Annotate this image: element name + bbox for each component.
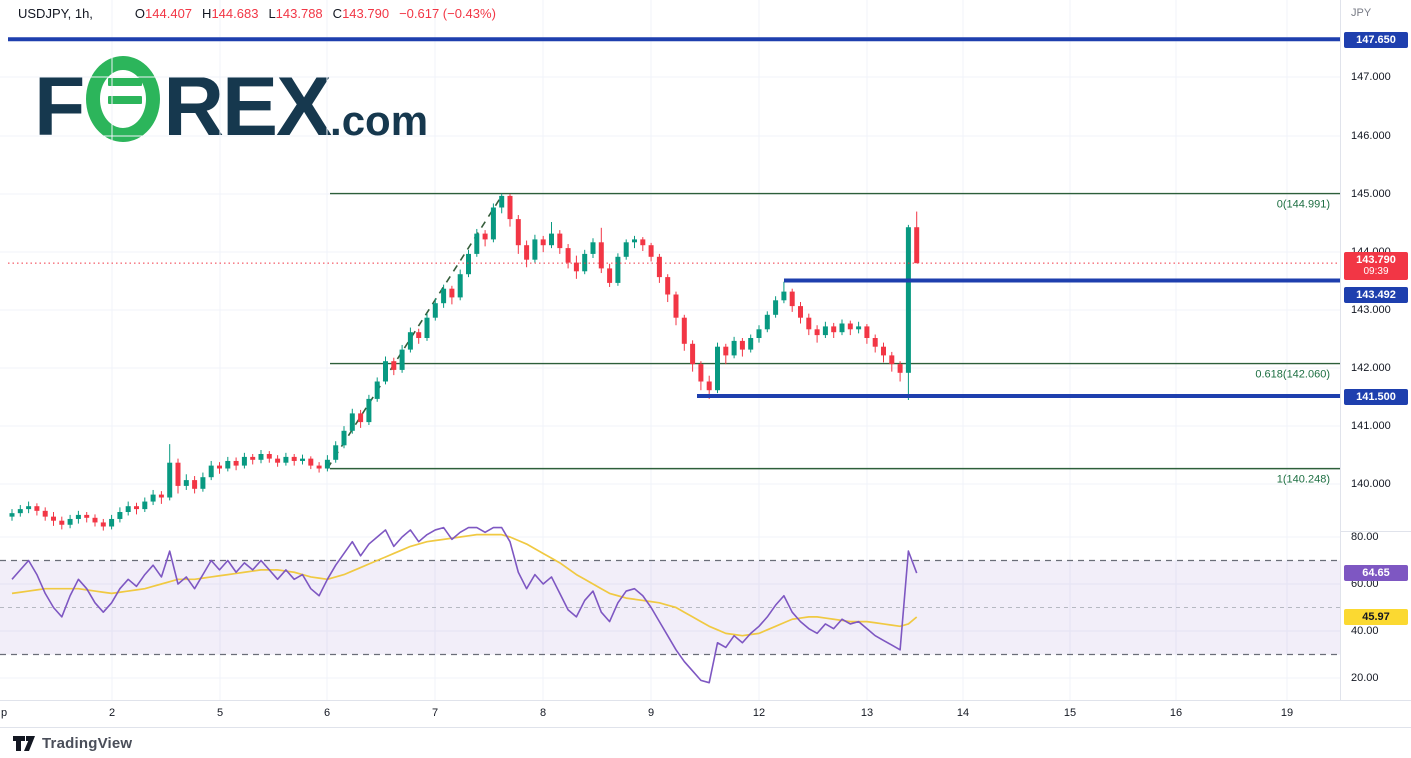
footer-bar: TradingView — [0, 727, 1411, 758]
price-tick: 143.000 — [1351, 304, 1391, 316]
ohlc-close: C143.790 — [332, 6, 390, 21]
change-value: −0.617 (−0.43%) — [399, 6, 496, 21]
price-chart-canvas[interactable]: 0(144.991) 0.618(142.060) 1(140.248) — [0, 0, 1341, 727]
price-badge: 141.500 — [1344, 389, 1408, 405]
symbol-title: USDJPY, 1h, — [18, 6, 93, 21]
time-tick: 16 — [1169, 707, 1183, 719]
tradingview-brand-text[interactable]: TradingView — [42, 734, 133, 752]
time-tick: 14 — [956, 707, 970, 719]
fib-level-label: 1(140.248) — [1277, 474, 1330, 486]
price-tick: 146.000 — [1351, 130, 1391, 142]
price-tick: 80.00 — [1351, 531, 1379, 543]
time-tick: 2 — [108, 707, 116, 719]
price-badge: 143.492 — [1344, 287, 1408, 303]
tradingview-logo-icon[interactable] — [13, 735, 35, 751]
price-tick: 145.000 — [1351, 188, 1391, 200]
price-badge: 45.97 — [1344, 609, 1408, 625]
time-tick: 19 — [1280, 707, 1294, 719]
watermark-letters-rex: REX — [163, 59, 332, 153]
fib-level-label: 0(144.991) — [1277, 199, 1330, 211]
time-tick: 7 — [431, 707, 439, 719]
price-badge: 64.65 — [1344, 565, 1408, 581]
price-tick: 40.00 — [1351, 625, 1379, 637]
time-tick: 6 — [323, 707, 331, 719]
time-tick: 13 — [860, 707, 874, 719]
pane-separator — [1341, 531, 1411, 532]
price-tick: 141.000 — [1351, 420, 1391, 432]
price-badge: 147.650 — [1344, 32, 1408, 48]
time-axis[interactable]: p 2 5 6 7 8 9 12 13 14 15 16 19 — [0, 700, 1411, 728]
currency-label: JPY — [1351, 7, 1372, 19]
price-tick: 142.000 — [1351, 362, 1391, 374]
watermark-dot-com: .com — [330, 97, 429, 144]
price-tick: 140.000 — [1351, 478, 1391, 490]
time-tick: p — [0, 707, 8, 719]
time-tick: 5 — [216, 707, 224, 719]
price-badge: 143.790 09:39 — [1344, 252, 1408, 280]
ohlc-high: H144.683 — [202, 6, 259, 21]
time-tick: 12 — [752, 707, 766, 719]
fib-level-label: 0.618(142.060) — [1255, 369, 1330, 381]
price-tick: 20.00 — [1351, 672, 1379, 684]
price-tick: 60.00 — [1351, 578, 1379, 590]
time-tick: 15 — [1063, 707, 1077, 719]
ohlc-low: L143.788 — [268, 6, 323, 21]
time-tick: 8 — [539, 707, 547, 719]
ohlc-open: O144.407 — [134, 6, 193, 21]
time-tick: 9 — [647, 707, 655, 719]
symbol-legend[interactable]: USDJPY, 1h, O144.407 H144.683 L143.788 C… — [18, 6, 496, 21]
price-tick: 147.000 — [1351, 71, 1391, 83]
price-axis[interactable]: JPY 147.000146.000145.000144.000143.0001… — [1340, 0, 1411, 727]
watermark-letter-f: F — [34, 59, 85, 153]
